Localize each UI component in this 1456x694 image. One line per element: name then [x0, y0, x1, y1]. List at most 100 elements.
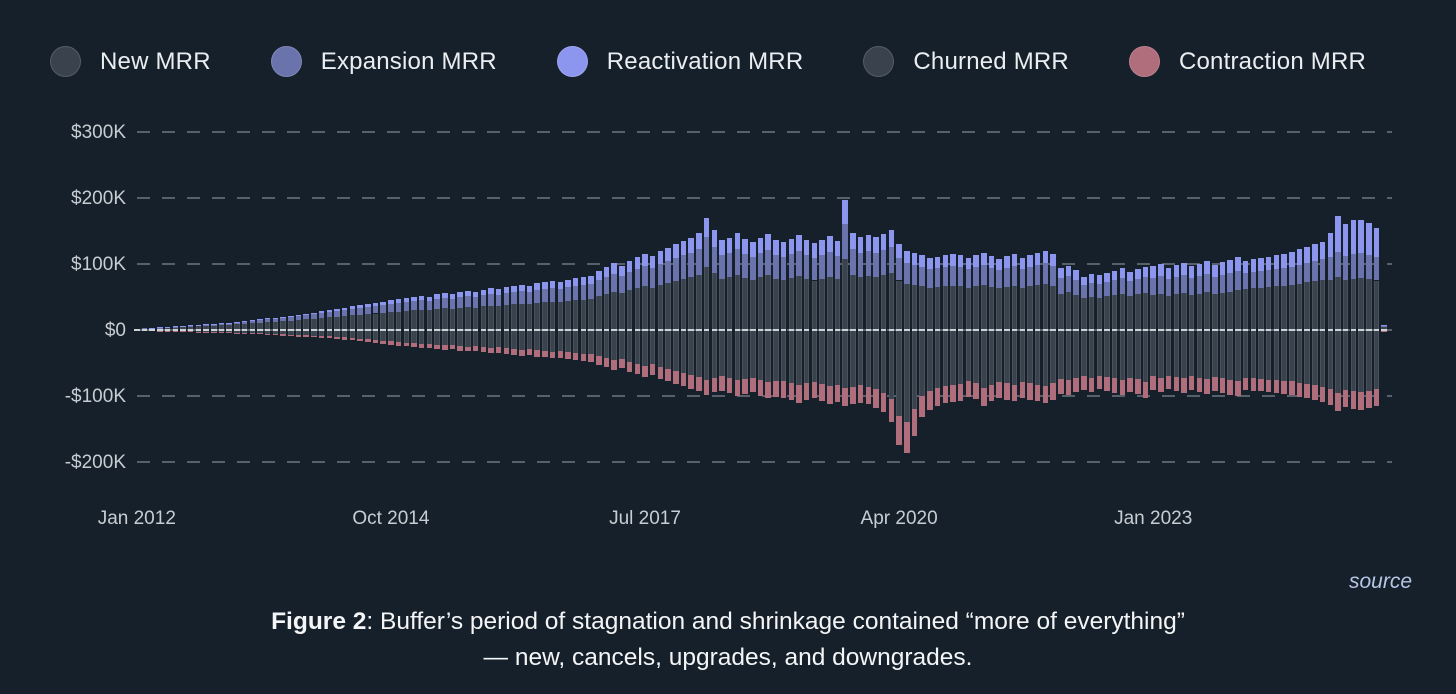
bar-segment-churned-mrr: [457, 330, 463, 346]
bar-segment-new-mrr: [611, 291, 617, 330]
bar-segment-churned-mrr: [873, 330, 879, 390]
bar-segment-expansion-mrr: [334, 311, 340, 317]
bar-segment-new-mrr: [1196, 293, 1203, 330]
bar-segment-churned-mrr: [919, 330, 925, 396]
bar-zero-baseline: [588, 329, 594, 331]
bar-segment-churned-mrr: [495, 330, 502, 348]
bar-segment-new-mrr: [680, 279, 687, 330]
x-axis-label: Jan 2023: [1114, 508, 1193, 529]
bar-segment-reactivation-mrr: [1327, 232, 1334, 257]
bar-zero-baseline: [480, 329, 487, 331]
bar-segment-expansion-mrr: [1135, 278, 1141, 295]
bar-segment-expansion-mrr: [696, 248, 702, 275]
bar-segment-churned-mrr: [603, 330, 610, 359]
bar-segment-new-mrr: [172, 327, 179, 330]
bar-segment-churned-mrr: [680, 330, 687, 373]
bar-segment-reactivation-mrr: [596, 270, 602, 280]
bar-segment-expansion-mrr: [811, 257, 818, 281]
bar-segment-contraction-mrr: [649, 364, 656, 375]
bar-segment-reactivation-mrr: [888, 230, 895, 247]
bar-segment-expansion-mrr: [873, 252, 879, 278]
bar-segment-expansion-mrr: [657, 264, 664, 286]
bar-segment-reactivation-mrr: [857, 237, 864, 253]
bar-zero-baseline: [726, 329, 733, 331]
bar-segment-new-mrr: [326, 317, 333, 330]
bar-segment-churned-mrr: [288, 330, 294, 335]
bar-zero-baseline: [1181, 329, 1187, 331]
bar-zero-baseline: [141, 329, 148, 331]
legend-swatch-icon: [50, 46, 81, 77]
legend-item-label: New MRR: [100, 47, 211, 75]
bar-segment-reactivation-mrr: [588, 275, 594, 285]
bar-segment-expansion-mrr: [426, 301, 433, 311]
bar-segment-contraction-mrr: [796, 385, 802, 403]
bar-segment-contraction-mrr: [1335, 392, 1341, 411]
bar-segment-contraction-mrr: [388, 341, 394, 345]
bar-segment-new-mrr: [572, 300, 579, 330]
bar-zero-baseline: [742, 329, 748, 331]
bar-segment-expansion-mrr: [1050, 266, 1056, 286]
bar-segment-churned-mrr: [1350, 330, 1357, 392]
bar-segment-contraction-mrr: [488, 347, 494, 354]
bar-segment-churned-mrr: [311, 330, 317, 336]
bar-segment-contraction-mrr: [1250, 378, 1257, 391]
bar-segment-contraction-mrr: [1058, 378, 1064, 394]
bar-zero-baseline: [365, 329, 371, 331]
bar-zero-baseline: [1227, 329, 1233, 331]
bar-segment-contraction-mrr: [934, 388, 941, 406]
bar-segment-churned-mrr: [249, 330, 256, 334]
bar-segment-expansion-mrr: [1227, 272, 1233, 292]
bar-segment-reactivation-mrr: [688, 237, 694, 253]
bar-segment-reactivation-mrr: [981, 252, 987, 266]
bar-segment-new-mrr: [965, 287, 972, 330]
source-link[interactable]: source: [1348, 570, 1412, 593]
bar-segment-churned-mrr: [911, 330, 918, 410]
bar-segment-churned-mrr: [657, 330, 664, 367]
bar-segment-contraction-mrr: [226, 332, 232, 334]
bar-segment-reactivation-mrr: [1304, 246, 1310, 263]
bar-segment-reactivation-mrr: [850, 232, 856, 249]
bar-segment-expansion-mrr: [726, 252, 733, 278]
bar-segment-new-mrr: [665, 283, 671, 330]
bar-segment-churned-mrr: [1342, 330, 1349, 391]
bar-segment-contraction-mrr: [626, 361, 633, 372]
bar-segment-reactivation-mrr: [765, 234, 771, 251]
bar-segment-expansion-mrr: [503, 293, 510, 305]
bar-segment-churned-mrr: [957, 330, 964, 385]
bar-segment-churned-mrr: [896, 330, 902, 416]
bar-zero-baseline: [611, 329, 617, 331]
bar-segment-reactivation-mrr: [1034, 252, 1041, 266]
bar-segment-contraction-mrr: [334, 336, 340, 339]
bar-segment-new-mrr: [280, 321, 286, 330]
bar-segment-expansion-mrr: [542, 289, 548, 303]
bar-segment-contraction-mrr: [349, 337, 356, 341]
bar-segment-expansion-mrr: [1042, 263, 1049, 284]
bar-segment-contraction-mrr: [788, 383, 795, 401]
bar-segment-new-mrr: [765, 275, 771, 330]
bar-segment-expansion-mrr: [1335, 252, 1341, 278]
bar-zero-baseline: [1034, 329, 1041, 331]
bar-segment-churned-mrr: [626, 330, 633, 362]
bar-segment-expansion-mrr: [588, 284, 594, 299]
bar-zero-baseline: [719, 329, 725, 331]
bar-zero-baseline: [773, 329, 779, 331]
bar-zero-baseline: [1119, 329, 1126, 331]
bar-segment-expansion-mrr: [857, 252, 864, 278]
bar-segment-expansion-mrr: [711, 246, 718, 274]
bar-zero-baseline: [996, 329, 1002, 331]
bar-zero-baseline: [642, 329, 648, 331]
bar-segment-new-mrr: [673, 281, 679, 330]
bar-segment-contraction-mrr: [1119, 379, 1126, 395]
bar-segment-reactivation-mrr: [1335, 216, 1341, 253]
bar-segment-reactivation-mrr: [1050, 254, 1056, 267]
bar-segment-expansion-mrr: [719, 254, 725, 279]
bar-segment-contraction-mrr: [873, 389, 879, 408]
x-axis-label: Oct 2014: [352, 508, 430, 529]
bar-segment-new-mrr: [911, 285, 918, 330]
bar-segment-new-mrr: [1242, 289, 1249, 330]
legend-item-contraction-mrr: Contraction MRR: [1128, 46, 1366, 77]
bar-segment-reactivation-mrr: [311, 312, 317, 315]
x-axis-label: Jan 2012: [97, 508, 176, 529]
bar-segment-new-mrr: [803, 278, 810, 330]
